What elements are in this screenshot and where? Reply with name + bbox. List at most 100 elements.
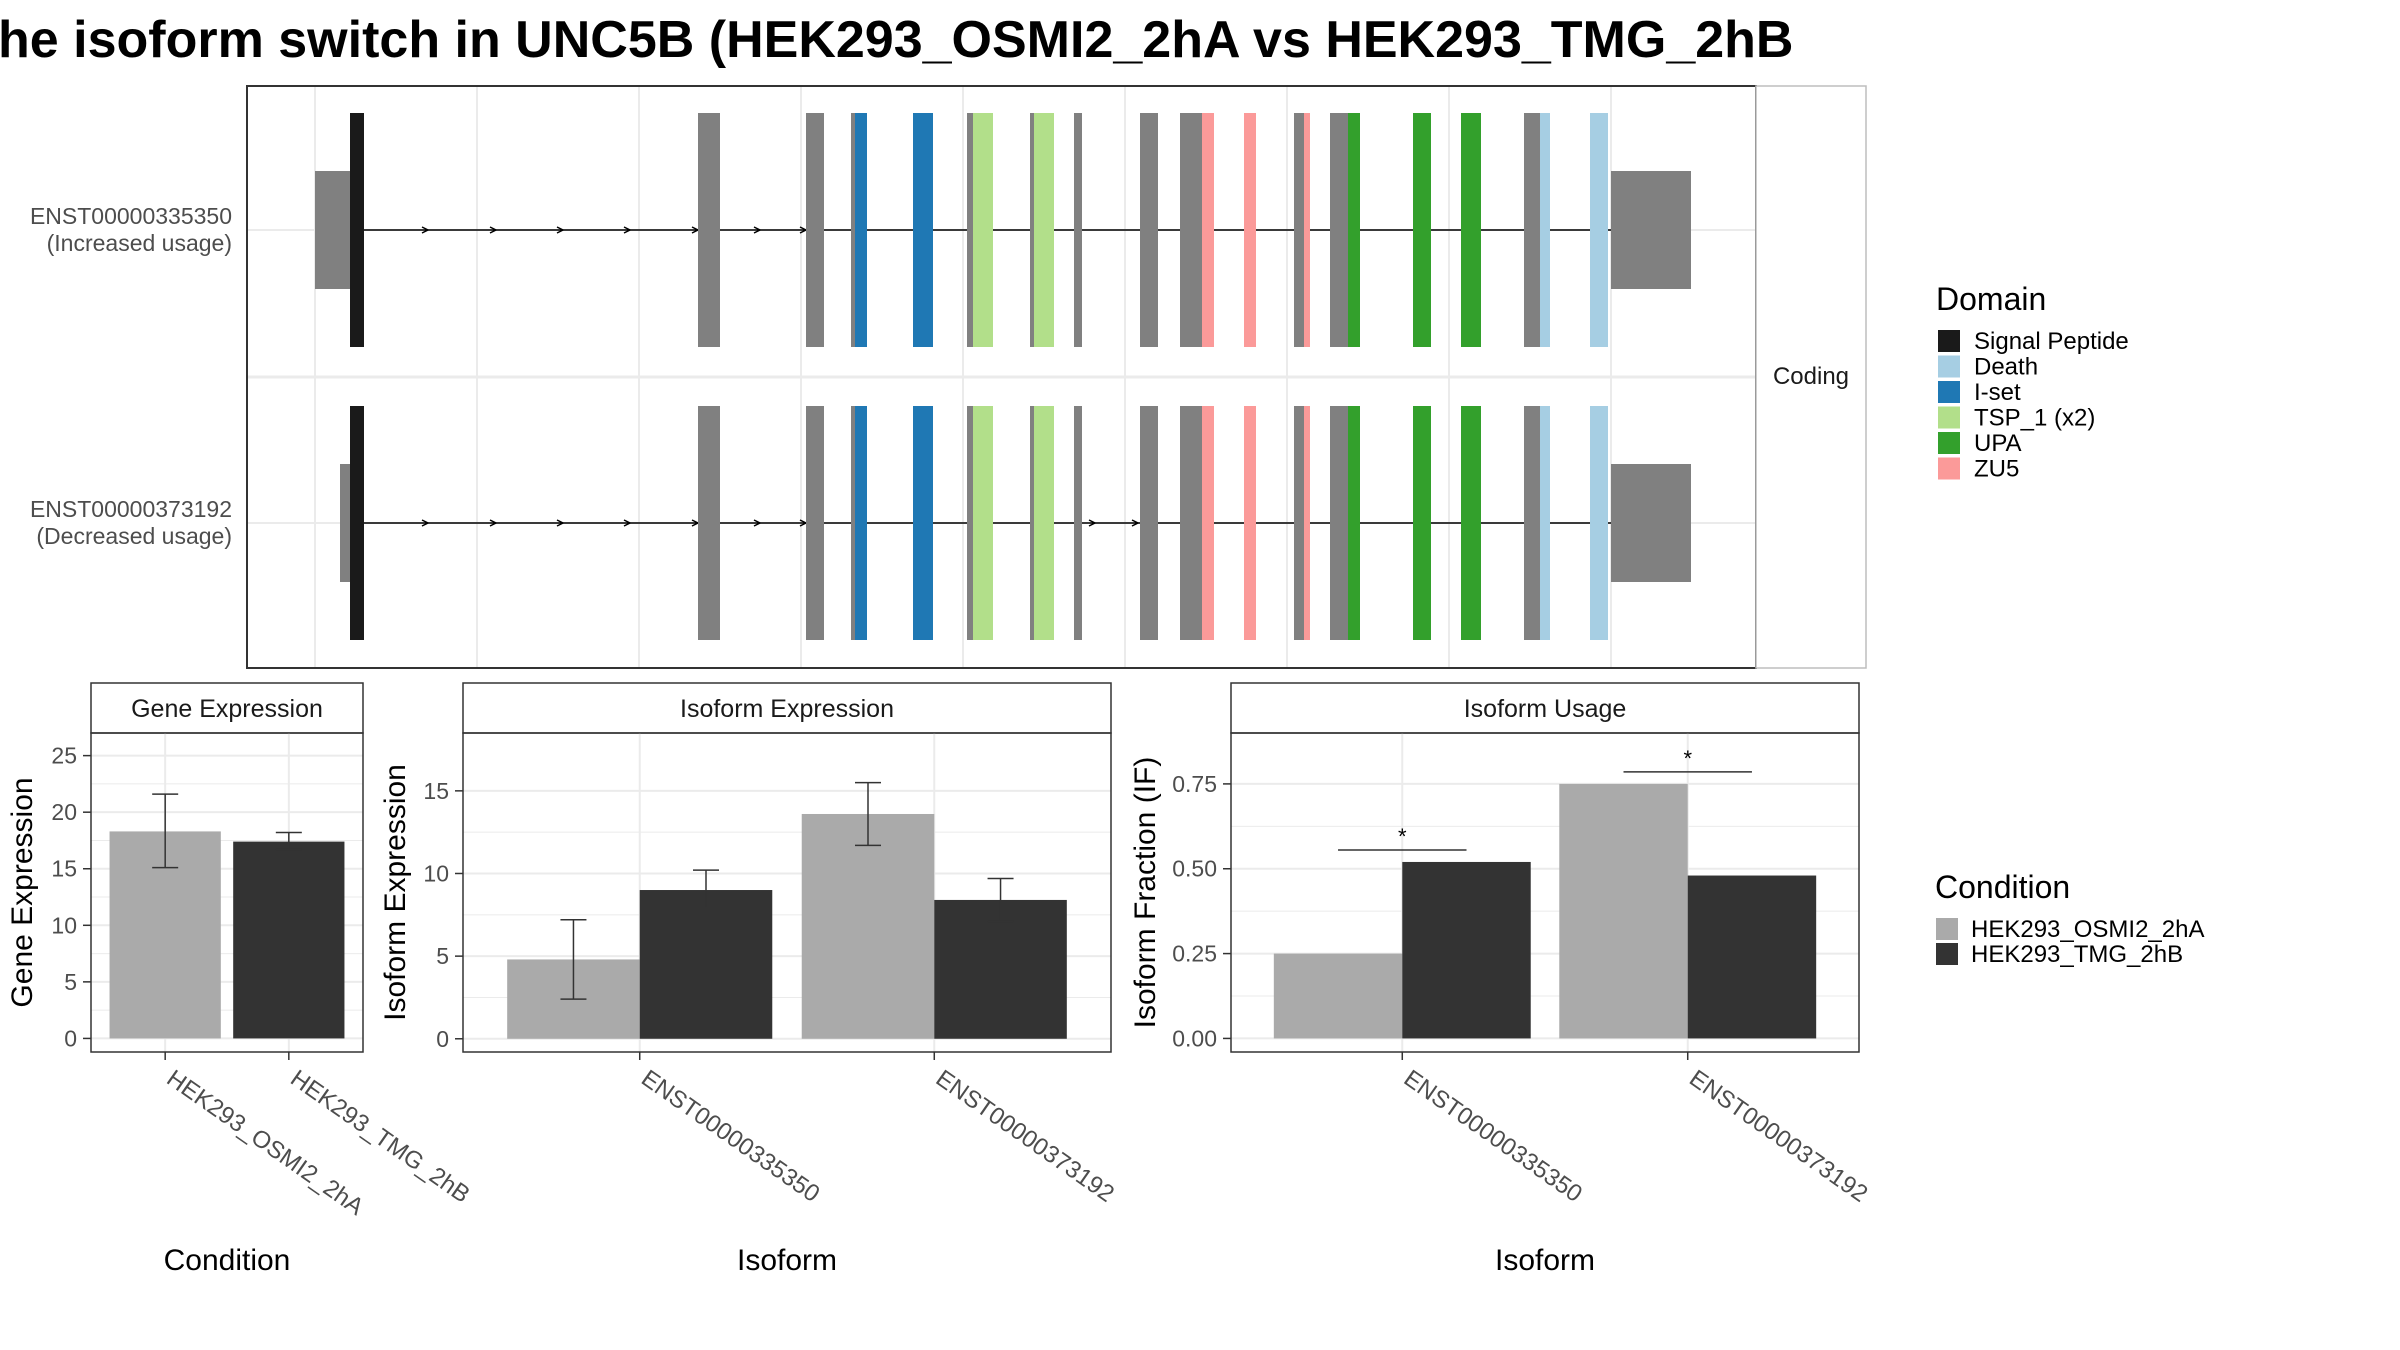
x-axis-title: Isoform — [737, 1244, 837, 1277]
facet-strip — [1755, 85, 1867, 669]
domain-exon — [1461, 406, 1481, 640]
exon — [806, 406, 824, 640]
domain-legend-swatch — [1938, 406, 1960, 429]
transcript-structure-panel: ENST00000335350(Increased usage) ENST0000… — [30, 85, 1867, 669]
exon-edge — [851, 113, 855, 347]
domain-exon — [1540, 406, 1550, 640]
domain-exon — [1348, 406, 1360, 640]
y-tick-label: 0.00 — [1172, 1025, 1217, 1051]
exon-edge — [851, 406, 855, 640]
exon — [698, 113, 720, 347]
strand-arrow — [489, 519, 498, 527]
strand-arrow — [421, 519, 430, 527]
bar — [233, 841, 345, 1039]
bar — [639, 890, 773, 1039]
exon-edge — [967, 406, 973, 640]
condition-legend-label: HEK293_OSMI2_2hA — [1971, 916, 2204, 943]
y-tick-label: 10 — [51, 912, 77, 938]
strand-arrow — [753, 226, 762, 234]
domain-legend-label: Signal Peptide — [1974, 328, 2129, 355]
y-axis-title: Isoform Expression — [379, 764, 412, 1021]
significance-mark: * — [1683, 746, 1692, 771]
figure-title: he isoform switch in UNC5B (HEK293_OSMI2… — [0, 11, 1793, 69]
y-tick-label: 10 — [423, 860, 449, 886]
condition-legend-label: HEK293_TMG_2hB — [1971, 941, 2183, 968]
domain-legend-swatch — [1938, 355, 1960, 378]
x-axis-title: Isoform — [1495, 1244, 1595, 1277]
domain-legend-label: I-set — [1974, 379, 2021, 406]
utr-3prime — [1611, 464, 1691, 582]
strand-arrow — [556, 519, 565, 527]
y-tick-label: 15 — [423, 778, 449, 804]
domain-exon — [1540, 113, 1550, 347]
exon — [1180, 113, 1202, 347]
y-tick-label: 0.75 — [1172, 771, 1217, 797]
x-axis-title: Condition — [164, 1244, 291, 1277]
exon — [1524, 406, 1540, 640]
domain-legend-swatch — [1938, 432, 1960, 454]
exon — [1330, 113, 1348, 347]
y-tick-label: 0.25 — [1172, 941, 1217, 967]
exon — [698, 406, 720, 640]
domain-exon — [1590, 113, 1608, 347]
exon — [806, 113, 824, 347]
condition-legend-swatch — [1936, 943, 1958, 965]
exon-edge — [1294, 406, 1304, 640]
domain-exon — [1244, 113, 1256, 347]
domain-exon — [913, 113, 933, 347]
y-tick-label: 25 — [51, 743, 77, 769]
x-tick-label: ENST00000335350 — [636, 1065, 824, 1208]
strand-arrow — [623, 226, 632, 234]
utr-5prime — [315, 171, 353, 289]
bar — [801, 813, 935, 1039]
y-tick-label: 5 — [64, 969, 77, 995]
domain-legend-label: ZU5 — [1974, 456, 2019, 483]
y-tick-label: 20 — [51, 799, 77, 825]
domain-legend-swatch — [1938, 381, 1960, 403]
domain-exon — [1461, 113, 1481, 347]
panel-border — [1230, 732, 1860, 1053]
domain-legend-title: Domain — [1936, 281, 2046, 317]
condition-legend-swatch — [1936, 918, 1958, 940]
y-tick-label: 0 — [436, 1026, 449, 1052]
exon — [1074, 113, 1082, 347]
utr-3prime — [1611, 171, 1691, 289]
exon-edge — [1030, 406, 1034, 640]
panel-border — [90, 732, 364, 1053]
domain-exon — [1202, 406, 1214, 640]
transcript-id-label: ENST00000335350 — [30, 203, 232, 229]
strand-arrow — [623, 519, 632, 527]
transcript-id-label: ENST00000373192 — [30, 496, 232, 522]
panel-strip-label: Gene Expression — [131, 695, 323, 723]
domain-exon — [1413, 113, 1431, 347]
panel-border — [462, 732, 1112, 1053]
strand-arrow — [1131, 519, 1140, 527]
strand-arrow — [421, 226, 430, 234]
panel-strip — [1230, 682, 1860, 734]
exon-edge — [1030, 113, 1034, 347]
bar — [1559, 783, 1688, 1039]
domain-exon — [1413, 406, 1431, 640]
domain-exon — [1244, 406, 1256, 640]
isoform-usage-panel: Isoform Usage * * 0.00 0.25 0.50 0.75 ENST00000… — [1129, 682, 1872, 1277]
bar — [934, 899, 1067, 1039]
domain-exon — [350, 113, 364, 347]
domain-legend-swatch — [1938, 330, 1960, 352]
bar — [1402, 861, 1531, 1039]
exon — [1140, 406, 1158, 640]
exon-edge — [967, 113, 973, 347]
x-tick-label: HEK293_OSMI2_2hA — [162, 1065, 369, 1221]
panel-strip-label: Isoform Expression — [680, 695, 894, 723]
x-tick-label: ENST00000373192 — [931, 1065, 1119, 1208]
transcript-usage-label: (Increased usage) — [47, 230, 232, 256]
strand-arrow — [753, 519, 762, 527]
domain-legend-label: UPA — [1974, 430, 2022, 457]
facet-strip-label: Coding — [1773, 363, 1849, 390]
panel-strip-label: Isoform Usage — [1464, 695, 1627, 723]
y-tick-label: 15 — [51, 856, 77, 882]
domain-legend-label: TSP_1 (x2) — [1974, 405, 2095, 432]
bar — [1273, 953, 1403, 1039]
